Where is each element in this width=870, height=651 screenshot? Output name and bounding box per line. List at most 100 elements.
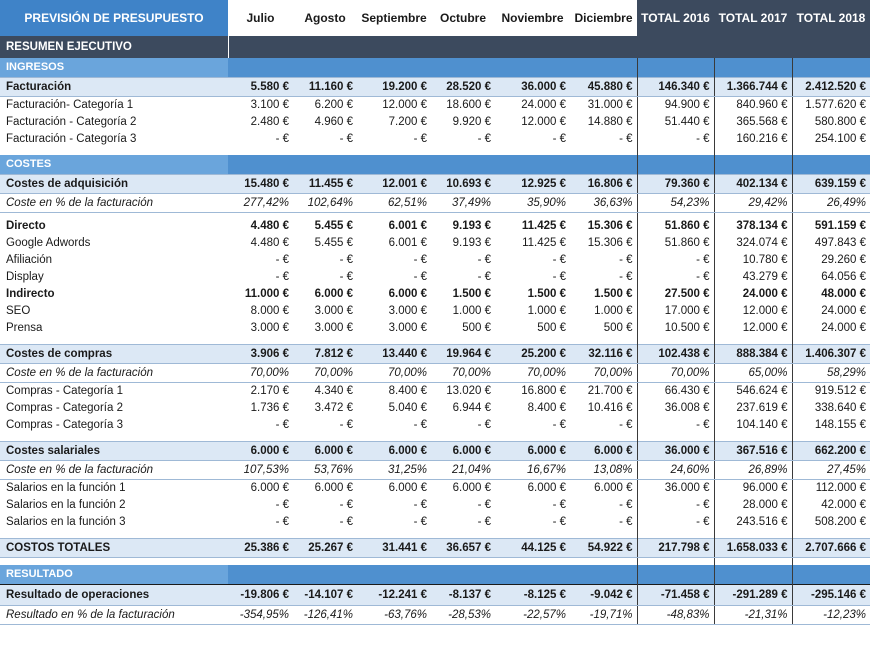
table-cell[interactable]: 8.400 € [527, 401, 566, 414]
table-cell[interactable]: 36.008 € [637, 399, 715, 416]
table-cell[interactable]: 112.000 € [815, 481, 866, 494]
table-cell[interactable]: 17.000 € [637, 302, 715, 319]
table-cell[interactable]: - € [413, 270, 427, 283]
table-cell[interactable]: 54,23% [637, 193, 715, 213]
table-cell[interactable]: 840.960 € [714, 96, 793, 113]
row-label[interactable]: Facturación- Categoría 1 [6, 98, 134, 111]
table-cell[interactable]: 24.000 € [521, 98, 566, 111]
table-cell[interactable]: -19.806 € [228, 583, 293, 606]
table-cell[interactable]: 4.960 € [314, 115, 353, 128]
table-cell[interactable]: 402.134 € [714, 173, 793, 194]
table-cell[interactable]: 70,00% [357, 363, 431, 383]
table-cell[interactable]: 21,04% [431, 460, 495, 480]
table-cell[interactable]: -8.137 € [431, 583, 495, 606]
table-cell[interactable]: 6.001 € [388, 219, 427, 232]
row-label[interactable]: Costes de adquisición [0, 173, 228, 194]
table-cell[interactable]: - € [275, 270, 289, 283]
table-cell[interactable]: 70,00% [570, 363, 638, 383]
table-cell[interactable]: 10.500 € [637, 319, 715, 336]
table-cell[interactable]: 6.000 € [293, 440, 357, 461]
table-cell[interactable]: 338.640 € [814, 401, 866, 414]
table-cell[interactable]: - € [339, 132, 353, 145]
table-cell[interactable]: - € [339, 253, 353, 266]
table-cell[interactable]: 243.516 € [714, 513, 793, 530]
table-cell[interactable]: 24.000 € [821, 304, 866, 317]
table-cell[interactable]: 11.425 € [522, 236, 566, 249]
table-cell[interactable]: 1.000 € [570, 302, 638, 319]
table-cell[interactable]: 25.267 € [293, 537, 357, 558]
table-cell[interactable]: 6.000 € [527, 481, 566, 494]
table-cell[interactable]: 36.000 € [637, 479, 715, 496]
table-cell[interactable]: 28.000 € [714, 496, 793, 513]
table-cell[interactable]: 8.400 € [388, 384, 427, 397]
table-cell[interactable]: 7.812 € [293, 343, 357, 364]
table-cell[interactable]: 497.843 € [814, 236, 866, 249]
table-cell[interactable]: - € [413, 498, 427, 511]
column-header-septiembre[interactable]: Septiembre [357, 0, 431, 36]
row-label[interactable]: Coste en % de la facturación [0, 363, 228, 383]
table-cell[interactable]: 3.906 € [228, 343, 293, 364]
table-cell[interactable]: 11.160 € [293, 76, 357, 97]
table-cell[interactable]: - € [339, 515, 353, 528]
table-cell[interactable]: - € [477, 418, 491, 431]
table-cell[interactable]: 1.577.620 € [805, 98, 866, 111]
row-label[interactable]: Google Adwords [6, 236, 91, 249]
table-cell[interactable]: 1.500 € [452, 287, 491, 300]
table-cell[interactable]: 102,64% [293, 193, 357, 213]
table-cell[interactable]: 10.693 € [431, 173, 495, 194]
table-cell[interactable]: - € [637, 513, 715, 530]
row-label[interactable]: Resultado en % de la facturación [0, 605, 228, 625]
table-cell[interactable]: 217.798 € [637, 537, 715, 558]
table-cell[interactable]: - € [552, 418, 566, 431]
table-cell[interactable]: 104.140 € [714, 416, 793, 433]
table-cell[interactable]: 62,51% [357, 193, 431, 213]
table-cell[interactable]: 6.000 € [250, 481, 289, 494]
table-cell[interactable]: 102.438 € [637, 343, 715, 364]
table-cell[interactable]: 146.340 € [637, 76, 715, 97]
table-cell[interactable]: 1.366.744 € [714, 76, 793, 97]
table-cell[interactable]: 3.000 € [314, 304, 353, 317]
table-cell[interactable]: - € [552, 515, 566, 528]
row-label[interactable]: Prensa [6, 321, 43, 334]
table-cell[interactable]: 26,49% [792, 193, 870, 213]
table-cell[interactable]: - € [637, 268, 715, 285]
table-cell[interactable]: 6.000 € [495, 440, 570, 461]
column-header-agosto[interactable]: Agosto [293, 0, 357, 36]
row-label[interactable]: Indirecto [6, 287, 55, 300]
table-cell[interactable]: 6.000 € [314, 287, 353, 300]
table-cell[interactable]: 107,53% [228, 460, 293, 480]
row-label[interactable]: Salarios en la función 1 [6, 481, 126, 494]
table-cell[interactable]: 5.580 € [228, 76, 293, 97]
table-cell[interactable]: - € [570, 496, 638, 513]
table-cell[interactable]: 28.520 € [431, 76, 495, 97]
column-header-julio[interactable]: Julio [228, 0, 293, 36]
table-cell[interactable]: 6.000 € [357, 440, 431, 461]
table-cell[interactable]: 18.600 € [446, 98, 491, 111]
table-cell[interactable]: 254.100 € [814, 132, 866, 145]
table-cell[interactable]: 13,08% [570, 460, 638, 480]
table-cell[interactable]: 54.922 € [570, 537, 638, 558]
table-cell[interactable]: 2.170 € [250, 384, 289, 397]
table-cell[interactable]: 37,49% [431, 193, 495, 213]
table-cell[interactable]: - € [570, 251, 638, 268]
table-cell[interactable]: 1.406.307 € [792, 343, 870, 364]
table-cell[interactable]: 31.000 € [570, 96, 638, 113]
table-cell[interactable]: 3.000 € [314, 321, 353, 334]
table-cell[interactable]: - € [570, 268, 638, 285]
row-label[interactable]: Costes salariales [0, 440, 228, 461]
table-cell[interactable]: 36,63% [570, 193, 638, 213]
table-cell[interactable]: 6.000 € [431, 440, 495, 461]
table-cell[interactable]: 378.134 € [714, 217, 793, 234]
table-cell[interactable]: 4.340 € [314, 384, 353, 397]
table-cell[interactable]: 12.925 € [495, 173, 570, 194]
table-cell[interactable]: 591.159 € [814, 219, 866, 232]
table-cell[interactable]: 51.440 € [637, 113, 715, 130]
table-cell[interactable]: 25.200 € [495, 343, 570, 364]
table-cell[interactable]: 6.944 € [452, 401, 491, 414]
table-cell[interactable]: 5.040 € [388, 401, 427, 414]
table-cell[interactable]: 1.500 € [527, 287, 566, 300]
table-cell[interactable]: - € [637, 130, 715, 147]
table-cell[interactable]: 148.155 € [814, 418, 866, 431]
table-cell[interactable]: 365.568 € [714, 113, 793, 130]
table-cell[interactable]: 45.880 € [570, 76, 638, 97]
